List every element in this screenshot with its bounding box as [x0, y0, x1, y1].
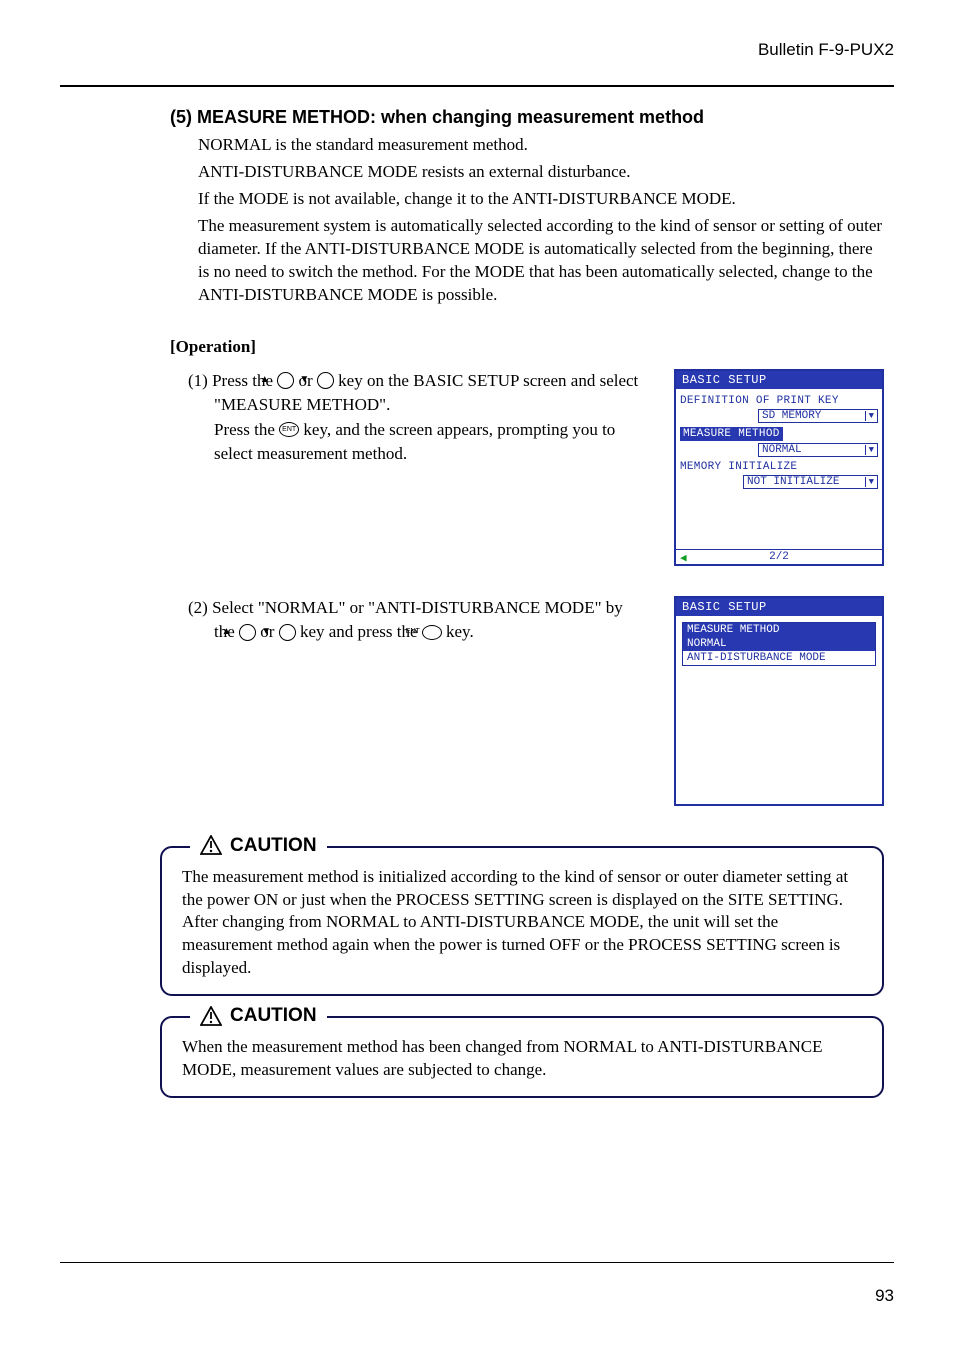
step1-d: Press the: [214, 420, 279, 439]
up-key-icon: ▲: [239, 624, 256, 641]
screen-basic-setup-1: BASIC SETUP DEFINITION OF PRINT KEY SD M…: [674, 369, 884, 566]
screen1-row3-value: NOT INITIALIZE: [747, 476, 839, 488]
screen1-page: 2/2: [769, 551, 789, 563]
content: (5) MEASURE METHOD: when changing measur…: [170, 107, 884, 806]
screen2-title: BASIC SETUP: [676, 598, 882, 616]
screen1-row1-field[interactable]: SD MEMORY ▼: [758, 409, 878, 423]
section-p2: ANTI-DISTURBANCE MODE resists an externa…: [198, 161, 884, 184]
screen2-opt2[interactable]: ANTI-DISTURBANCE MODE: [683, 651, 875, 665]
up-key-icon: ▲: [277, 372, 294, 389]
screen2-panel: MEASURE METHOD NORMAL ANTI-DISTURBANCE M…: [682, 622, 876, 666]
section-p3: If the MODE is not available, change it …: [198, 188, 884, 211]
dropdown-icon: ▼: [865, 411, 874, 421]
section-p1: NORMAL is the standard measurement metho…: [198, 134, 884, 157]
screen1-body: DEFINITION OF PRINT KEY SD MEMORY ▼ MEAS…: [676, 389, 882, 549]
section-title: (5) MEASURE METHOD: when changing measur…: [170, 107, 884, 128]
footer-rule: [60, 1262, 894, 1263]
dropdown-icon: ▼: [865, 445, 874, 455]
operation-label: [Operation]: [170, 337, 884, 357]
screen1-row2-label: MEASURE METHOD: [680, 427, 783, 441]
screen1-title: BASIC SETUP: [676, 371, 882, 389]
caution-box-2: CAUTION When the measurement method has …: [160, 1016, 884, 1098]
operation-step-2-text: (2) Select "NORMAL" or "ANTI-DISTURBANCE…: [196, 596, 644, 645]
caution-2-text: When the measurement method has been cha…: [182, 1036, 862, 1082]
dropdown-icon: ▼: [865, 477, 874, 487]
header-bulletin: Bulletin F-9-PUX2: [60, 40, 894, 60]
down-key-icon: ▼: [279, 624, 296, 641]
caution-2-legend: CAUTION: [190, 1003, 327, 1029]
step2-d: key.: [442, 622, 474, 641]
operation-step-1-row: (1) Press the ▲ or ▼ key on the BASIC SE…: [170, 369, 884, 566]
section-p4: The measurement system is automatically …: [198, 215, 884, 307]
step2-c: key and press the: [296, 622, 422, 641]
header-rule: [60, 85, 894, 87]
page: Bulletin F-9-PUX2 (5) MEASURE METHOD: wh…: [0, 0, 954, 1351]
screen1-row1-value: SD MEMORY: [762, 410, 821, 422]
caution-1-legend: CAUTION: [190, 833, 327, 859]
caution-1-text: The measurement method is initialized ac…: [182, 866, 862, 981]
screen1-row3-label: MEMORY INITIALIZE: [680, 461, 878, 473]
ent-key-icon: ENT: [422, 625, 442, 640]
page-number: 93: [875, 1286, 894, 1306]
ent-key-icon: ENT: [279, 422, 299, 437]
operation-step-2-row: (2) Select "NORMAL" or "ANTI-DISTURBANCE…: [170, 596, 884, 806]
caution-box-1: CAUTION The measurement method is initia…: [160, 846, 884, 997]
screen-basic-setup-2: BASIC SETUP MEASURE METHOD NORMAL ANTI-D…: [674, 596, 884, 806]
warning-icon: [200, 1006, 222, 1026]
caution-1-label: CAUTION: [230, 833, 317, 859]
cautions: CAUTION The measurement method is initia…: [160, 846, 884, 1099]
warning-icon: [200, 835, 222, 855]
screen1-row2-field[interactable]: NORMAL ▼: [758, 443, 878, 457]
screen1-row3-field[interactable]: NOT INITIALIZE ▼: [743, 475, 878, 489]
left-arrow-icon: ◀: [680, 551, 687, 565]
screen1-row2-value: NORMAL: [762, 444, 802, 456]
operation-step-1-text: (1) Press the ▲ or ▼ key on the BASIC SE…: [196, 369, 644, 468]
screen2-opt1[interactable]: NORMAL: [683, 637, 875, 651]
screen2-sub-label: MEASURE METHOD: [683, 623, 875, 637]
screen2-body: MEASURE METHOD NORMAL ANTI-DISTURBANCE M…: [676, 616, 882, 804]
down-key-icon: ▼: [317, 372, 334, 389]
screen1-row1-label: DEFINITION OF PRINT KEY: [680, 395, 878, 407]
caution-2-label: CAUTION: [230, 1003, 317, 1029]
screen1-footer: ◀ 2/2: [676, 549, 882, 564]
